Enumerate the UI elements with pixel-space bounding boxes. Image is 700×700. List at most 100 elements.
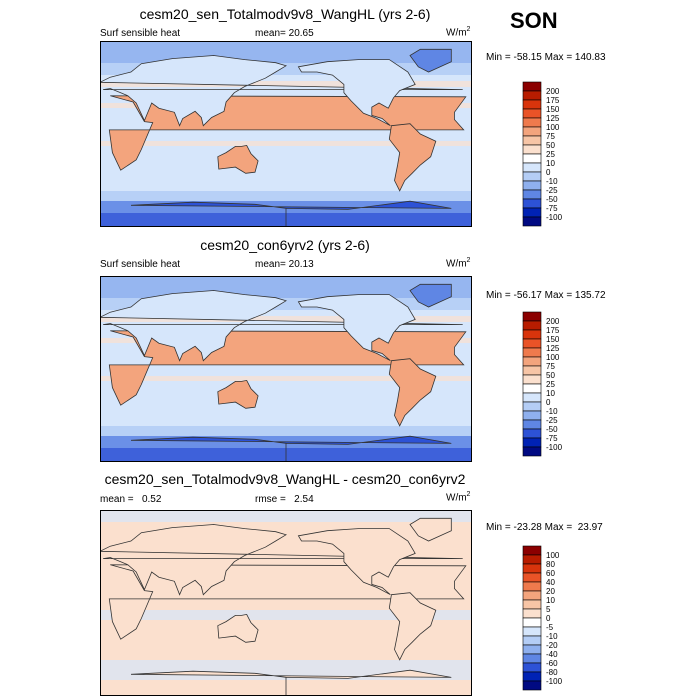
colorbar-box [522, 572, 542, 583]
colorbar-tick-label: 25 [546, 150, 555, 159]
continent-europe-asia [100, 55, 463, 127]
colorbar-tick-label: 50 [546, 141, 555, 150]
colorbar-tick-label: 50 [546, 371, 555, 380]
continent-australia [217, 379, 259, 409]
colorbar-tick-label: -50 [546, 425, 558, 434]
continent-south-america [388, 123, 437, 192]
colorbar-box [522, 180, 542, 191]
panel-1-mean: mean= 20.65 [255, 28, 314, 39]
panel-3-title: cesm20_sen_Totalmodv9v8_WangHL - cesm20_… [104, 471, 466, 487]
colorbar-box [522, 356, 542, 367]
colorbar-tick-label: 0 [546, 614, 551, 623]
panel-1-minmax: Min = -58.15 Max = 140.83 [486, 52, 606, 63]
colorbar-tick-label: -75 [546, 434, 558, 443]
colorbar-tick-label: 150 [546, 335, 560, 344]
colorbar-box [522, 581, 542, 592]
panel-2-units: W/m2 [446, 257, 470, 269]
panel-2-minmax: Min = -56.17 Max = 135.72 [486, 290, 606, 301]
colorbar-tick-label: 5 [546, 605, 551, 614]
continent-australia [217, 144, 259, 174]
colorbar-tick-label: 200 [546, 87, 560, 96]
colorbar-tick-label: -20 [546, 641, 558, 650]
colorbar-box [522, 135, 542, 146]
colorbar-box [522, 311, 542, 322]
continent-greenland [409, 48, 452, 73]
colorbar-tick-label: 175 [546, 326, 560, 335]
colorbar-box [522, 590, 542, 601]
continent-north-america [297, 294, 416, 362]
colorbar-box [522, 81, 542, 92]
panel-3-units: W/m2 [446, 491, 470, 503]
colorbar-tick-label: 40 [546, 578, 555, 587]
panel-1-colorbar: 200 175 150 125 100 75 50 25 10 0 -10 -25 -50 -75 -100 [522, 81, 592, 234]
continent-antarctica [130, 669, 452, 696]
panel-3-units-base: W/m [446, 492, 467, 504]
colorbar-tick-label: 150 [546, 105, 560, 114]
colorbar-box [522, 662, 542, 673]
colorbar-tick-label: -10 [546, 177, 558, 186]
colorbar-tick-label: -100 [546, 443, 563, 452]
colorbar-box [522, 599, 542, 610]
colorbar-box [522, 144, 542, 155]
colorbar-box [522, 671, 542, 682]
colorbar-box [522, 392, 542, 403]
colorbar-box [522, 216, 542, 227]
map-frame [100, 41, 472, 227]
continent-north-america [297, 59, 416, 127]
panel-3-colorbar: 100 80 60 40 20 10 5 0 -5 -10 -20 -40 -60 -80 -100 [522, 545, 592, 698]
colorbar-box [522, 383, 542, 394]
colorbar-box [522, 90, 542, 101]
season-label: SON [510, 8, 558, 33]
panel-1-units-exp: 2 [466, 26, 471, 33]
colorbar-tick-label: 100 [546, 123, 560, 132]
colorbar-tick-label: 100 [546, 551, 560, 560]
colorbar-box [522, 347, 542, 358]
panel-2-title: cesm20_con6yrv2 (yrs 2-6) [200, 237, 370, 253]
panel-3-rmse: rmse = 2.54 [255, 494, 314, 505]
panel-2-units-base: W/m [446, 258, 467, 270]
colorbar-tick-label: 80 [546, 560, 555, 569]
colorbar-tick-label: 10 [546, 159, 555, 168]
colorbar-tick-label: -80 [546, 668, 558, 677]
colorbar-tick-label: 75 [546, 132, 555, 141]
colorbar-box [522, 446, 542, 457]
continent-europe-asia [100, 524, 463, 596]
colorbar-box [522, 626, 542, 637]
panel-1-title: cesm20_sen_Totalmodv9v8_WangHL (yrs 2-6) [139, 6, 431, 22]
panel-3-minmax: Min = -23.28 Max = 23.97 [486, 522, 603, 533]
panel-1-units-base: W/m [446, 27, 467, 39]
continent-north-america [297, 528, 416, 596]
field-band [100, 426, 472, 436]
colorbar-tick-label: 125 [546, 114, 560, 123]
panel-2-units-exp: 2 [466, 257, 471, 264]
panel-1-left-label: Surf sensible heat [100, 28, 181, 39]
continent-antarctica [130, 200, 452, 227]
continent-greenland [409, 283, 452, 308]
panel-3-units-exp: 2 [466, 491, 471, 498]
panel-3-mean: mean = 0.52 [100, 494, 162, 505]
colorbar-box [522, 189, 542, 200]
field-band [100, 510, 472, 522]
colorbar-tick-label: -100 [546, 677, 563, 686]
colorbar-tick-label: 25 [546, 380, 555, 389]
colorbar-box [522, 617, 542, 628]
colorbar-tick-label: -40 [546, 650, 558, 659]
panel-2-mean: mean= 20.13 [255, 259, 314, 270]
continent-greenland [409, 517, 452, 542]
colorbar-tick-label: -10 [546, 407, 558, 416]
colorbar-tick-label: 125 [546, 344, 560, 353]
map-frame [100, 510, 472, 696]
colorbar-box [522, 680, 542, 691]
colorbar-box [522, 410, 542, 421]
panel-2-colorbar: 200 175 150 125 100 75 50 25 10 0 -10 -25 -50 -75 -100 [522, 311, 592, 464]
panel-2-map [100, 276, 472, 462]
colorbar-box [522, 329, 542, 340]
map-frame [100, 276, 472, 462]
continent-antarctica [130, 435, 452, 462]
continent-south-america [388, 592, 437, 661]
field-band [100, 376, 472, 381]
colorbar-tick-label: -75 [546, 204, 558, 213]
